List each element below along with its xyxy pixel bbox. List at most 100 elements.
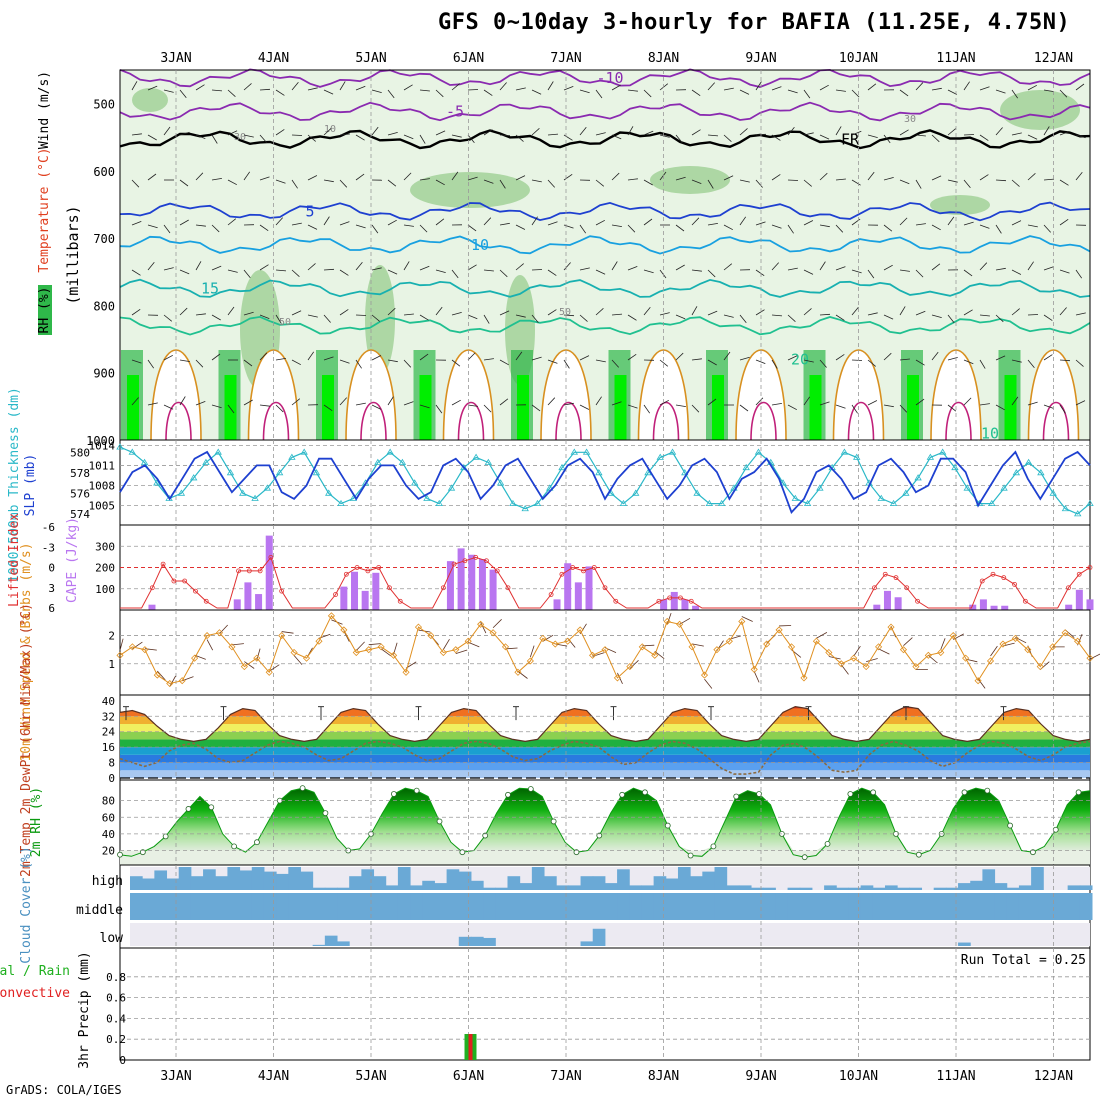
wind-speed-point [924,651,932,659]
wind-barb [1011,220,1022,226]
wind-barb [269,664,280,672]
temp-tick-label: 40 [102,695,115,708]
wind-barb [339,397,347,406]
cloud-bar-middle [397,893,411,920]
wind-speed-point [377,643,385,651]
wind-barb [131,179,140,188]
cloud-bar-middle [726,893,740,920]
wind-speed-point [613,674,622,682]
wind-barb [195,359,204,368]
wind-barb [131,133,142,136]
precip-frame [119,947,1091,1061]
cloud-bar-middle [848,893,862,920]
wind-barb [163,314,173,322]
wind-barb [307,175,318,181]
wind-barb [403,134,414,140]
wind-barb [899,89,909,97]
li-point [882,571,888,577]
wind-barb [771,314,783,317]
thickness-point [717,499,726,507]
wind-barb [211,89,223,92]
wind-speed-point [477,620,485,628]
cloud-bar-middle [641,893,655,920]
li-point [678,595,683,601]
precip-convective-bar [468,1034,473,1060]
wind-barb [963,179,971,188]
thickness-point [496,479,505,486]
wind-barb [867,312,878,316]
time-axes: 3JAN 3JAN 4JAN 4JAN 5JAN 5JAN 6JAN 6JAN 7JAN 7JAN… [160,51,1073,1084]
thickness-point [509,499,517,507]
precip-legend-total: Total / Rain [0,964,70,979]
wind-barb [339,179,348,188]
wind-barb [515,134,524,142]
wind-barb [1043,224,1051,233]
wind-barb [211,265,222,271]
cloud-bar-middle [544,893,557,920]
wind-barb [675,352,684,361]
li-tick-label: -6 [42,521,55,534]
cloud-bar-middle [702,893,716,920]
cloud-bar-low [470,936,484,946]
rh-point [459,849,466,856]
wind-barb [595,219,605,226]
wind-barb [323,179,334,183]
thickness-point [926,453,935,460]
cloud-bar-high [324,887,338,890]
wind-barb [435,89,444,98]
wind-barb [963,134,975,136]
wind-barb [499,310,510,316]
wind-barb [275,179,286,184]
rh-point [413,787,420,794]
wind-barb [499,179,506,189]
cape-bar [873,604,881,610]
rh-area [120,788,1090,851]
cloud-bar-middle [190,893,204,920]
wind-barb [157,670,166,681]
cloud-bar-high [130,876,143,890]
wind-barb [915,359,925,366]
top-tick-label: 3JAN [160,51,191,66]
top-tick-label: 9JAN [745,51,776,66]
wind-barb [643,269,654,274]
wind-barb [819,172,828,181]
isotherm-hot [360,401,387,441]
rh-point [961,789,968,796]
wind-barb [483,179,494,184]
li-point [915,598,920,604]
wind-speed-point [390,651,398,659]
wind-barb [899,179,910,185]
wind-barb [611,224,622,227]
rh-axis-label: 2m RH (%) [29,787,44,857]
wind-barb [883,404,894,408]
rh-point [664,822,671,829]
precip-axis-label: 3hr Precip (mm) [77,951,92,1068]
wind-speed-point [203,632,211,640]
cloud-bar-middle [142,893,155,920]
cloud-bar-low [592,928,606,946]
wind-barb [1011,396,1019,406]
wind-barb [851,404,858,414]
rh-tick-label: 80 [102,795,115,808]
cloud-bar-low [958,942,971,946]
li-point [667,595,673,601]
wind-barb [259,314,270,319]
cape-bar [372,572,380,610]
wind-speed-line [119,614,1091,685]
rh-contour [410,172,530,208]
rh-tick-label: 20 [102,845,115,858]
rh-label: 50 [279,317,291,328]
wind-barb [515,175,526,181]
cloud-bar-high [166,878,180,890]
wind-barb [211,224,220,233]
wind-speed-point [676,620,684,628]
wind-barb [542,634,554,642]
wind-barb [275,129,285,136]
li-point [376,565,382,570]
isotherm-label: 5 [305,202,314,220]
cloud-bar-middle [1006,893,1020,920]
wind-barb [659,134,670,138]
li-point [268,554,274,560]
cloud-bar-middle [483,893,496,920]
wind-barb [915,134,926,137]
